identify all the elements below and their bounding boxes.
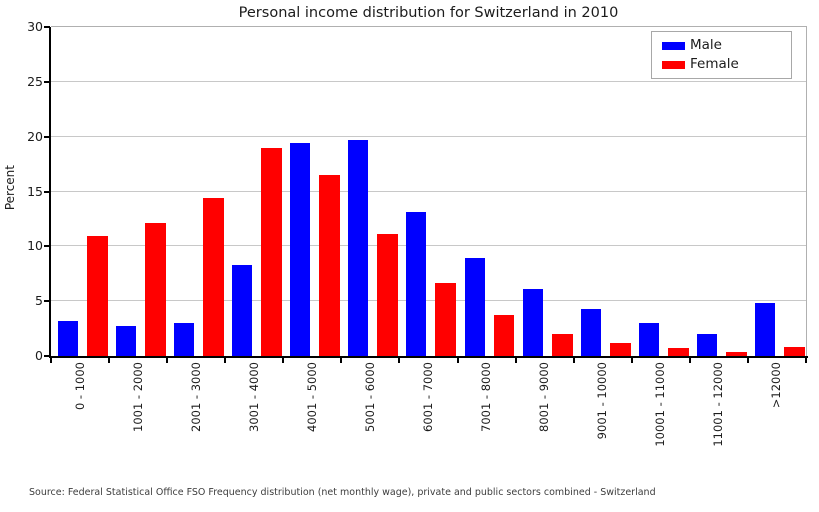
y-tick-20 xyxy=(44,135,50,138)
bar-female-6 xyxy=(435,282,457,356)
gridline-20 xyxy=(51,135,806,137)
legend-item-female: Female xyxy=(662,55,791,74)
x-tick-8 xyxy=(514,358,517,363)
legend-label-female: Female xyxy=(690,56,739,72)
bar-male-9 xyxy=(580,308,601,356)
x-tick-label-4: 4001 - 5000 xyxy=(304,362,319,432)
y-tick-25 xyxy=(44,80,50,83)
gridline-25 xyxy=(51,80,806,82)
bar-male-3 xyxy=(232,264,253,356)
bar-male-7 xyxy=(464,258,485,356)
bar-female-12 xyxy=(783,347,805,356)
bar-male-5 xyxy=(348,139,369,356)
chart-title: Personal income distribution for Switzer… xyxy=(238,5,619,21)
x-tick-label-12: >12000 xyxy=(769,362,784,409)
y-tick-label-30: 30 xyxy=(27,19,43,34)
y-tick-label-20: 20 xyxy=(27,128,43,144)
bar-female-2 xyxy=(203,198,225,356)
legend: Male Female xyxy=(651,31,792,79)
x-tick-0 xyxy=(50,358,52,363)
x-tick-11 xyxy=(688,358,691,363)
bar-male-2 xyxy=(174,323,195,356)
x-tick-5 xyxy=(340,358,343,363)
legend-item-male: Male xyxy=(662,36,791,55)
x-tick-label-9: 9001 - 10000 xyxy=(595,362,610,440)
bar-female-1 xyxy=(145,223,166,356)
bar-male-4 xyxy=(290,143,311,356)
x-tick-label-10: 10001 - 11000 xyxy=(653,362,668,447)
x-tick-label-0: 0 - 1000 xyxy=(72,362,87,411)
y-tick-15 xyxy=(44,190,50,193)
bar-male-10 xyxy=(638,323,659,356)
female-color-swatch xyxy=(662,60,685,69)
x-tick-label-11: 11001 - 12000 xyxy=(711,362,726,447)
bar-female-4 xyxy=(319,175,341,356)
y-tick-label-15: 15 xyxy=(27,183,43,199)
gridline-5 xyxy=(51,300,806,302)
x-tick-9 xyxy=(572,358,575,363)
x-tick-10 xyxy=(630,358,633,363)
y-axis-line xyxy=(49,27,51,358)
bar-female-11 xyxy=(725,351,747,356)
legend-label-male: Male xyxy=(690,37,722,53)
x-tick-label-8: 8001 - 9000 xyxy=(537,362,552,432)
y-tick-10 xyxy=(44,245,50,248)
y-tick-label-10: 10 xyxy=(27,238,43,254)
bar-male-12 xyxy=(754,303,775,356)
x-tick-2 xyxy=(166,358,169,363)
bar-female-7 xyxy=(493,315,515,356)
x-tick-label-1: 1001 - 2000 xyxy=(130,362,145,432)
bar-male-1 xyxy=(116,326,137,356)
bar-female-3 xyxy=(261,147,283,356)
plot-frame-top xyxy=(51,26,807,27)
bar-female-0 xyxy=(87,236,108,356)
y-tick-30 xyxy=(44,26,50,28)
y-tick-label-5: 5 xyxy=(35,293,43,309)
bar-female-8 xyxy=(551,334,573,356)
x-tick-label-5: 5001 - 6000 xyxy=(362,362,377,432)
plot-frame-right xyxy=(806,26,807,357)
x-tick-label-3: 3001 - 4000 xyxy=(246,362,261,432)
bar-female-9 xyxy=(609,342,631,356)
x-tick-1 xyxy=(108,358,111,363)
x-tick-3 xyxy=(224,358,227,363)
bar-female-10 xyxy=(667,348,689,356)
bar-male-8 xyxy=(522,289,543,356)
x-tick-13 xyxy=(805,358,807,363)
x-tick-6 xyxy=(398,358,401,363)
source-attribution: Source: Federal Statistical Office FSO F… xyxy=(29,487,656,498)
x-axis-line xyxy=(49,356,808,358)
gridline-10 xyxy=(51,245,806,247)
plot-area xyxy=(51,27,806,356)
y-tick-label-25: 25 xyxy=(27,73,43,89)
y-tick-0 xyxy=(44,355,50,357)
x-tick-label-6: 6001 - 7000 xyxy=(421,362,435,432)
x-tick-label-7: 7001 - 8000 xyxy=(479,362,494,432)
x-tick-12 xyxy=(746,358,749,363)
x-tick-7 xyxy=(456,358,459,363)
y-tick-label-0: 0 xyxy=(35,348,43,363)
bar-male-0 xyxy=(57,320,78,356)
bar-male-6 xyxy=(406,212,427,356)
bar-male-11 xyxy=(696,334,717,356)
y-tick-5 xyxy=(44,300,50,303)
x-tick-label-2: 2001 - 3000 xyxy=(188,362,203,432)
male-color-swatch xyxy=(662,41,685,50)
bar-female-5 xyxy=(377,234,399,356)
x-tick-4 xyxy=(282,358,285,363)
gridline-15 xyxy=(51,190,806,192)
